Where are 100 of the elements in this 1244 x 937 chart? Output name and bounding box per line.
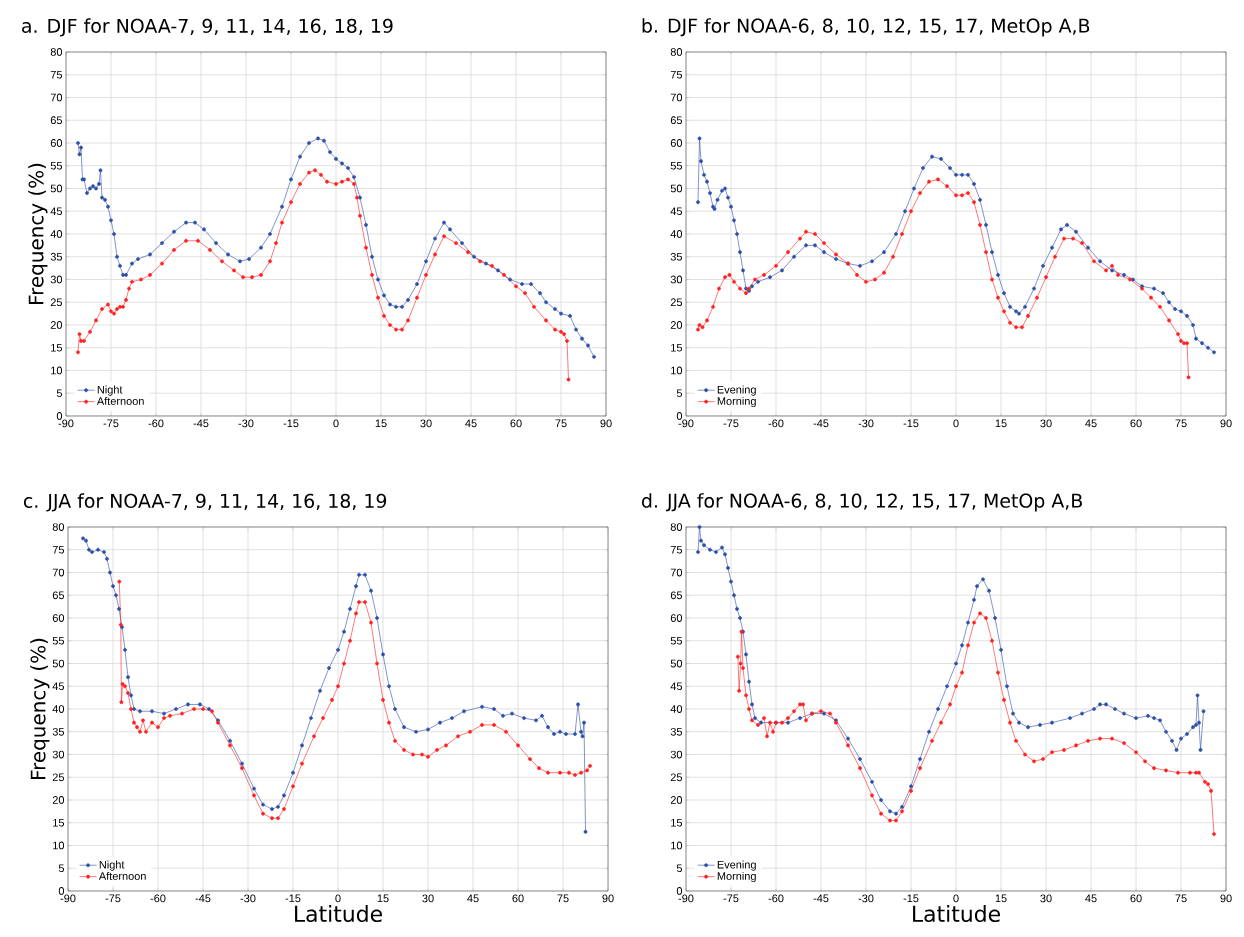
y-tick-label: 20	[670, 796, 683, 804]
y-tick-label: 55	[52, 636, 65, 645]
y-tick-label: 10	[671, 841, 683, 850]
y-tick-label: 65	[52, 591, 65, 600]
y-tick-label: 70	[52, 568, 65, 577]
y-tick-label: 55	[670, 161, 683, 170]
y-tick-label: 65	[670, 116, 683, 125]
x-tick-label: -15	[903, 419, 919, 428]
legend-label: Night	[99, 860, 125, 871]
x-tick-label: 0	[953, 419, 959, 428]
x-tick-label: 60	[1130, 419, 1142, 428]
x-tick-label: 15	[995, 419, 1007, 428]
x-tick-label: -60	[768, 894, 784, 903]
x-tick-label: -15	[903, 894, 919, 903]
x-tick-label: -75	[105, 894, 121, 903]
x-tick-label: -60	[768, 419, 784, 428]
x-axis-title: Latitude	[295, 905, 382, 923]
x-tick-label: 90	[1220, 894, 1232, 903]
x-tick-label: -75	[723, 894, 739, 903]
x-tick-label: -15	[283, 419, 299, 428]
y-tick-label: 40	[670, 230, 683, 238]
y-tick-label: 75	[670, 545, 683, 554]
y-tick-label: 60	[50, 139, 63, 147]
y-tick-label: 15	[51, 343, 63, 352]
y-tick-label: 15	[671, 343, 683, 352]
y-tick-label: 5	[58, 864, 65, 873]
y-tick-label: 65	[670, 591, 683, 600]
legend-label: Evening	[717, 385, 756, 396]
y-tick-label: 45	[670, 207, 683, 216]
y-tick-label: 40	[670, 705, 683, 713]
x-tick-label: 45	[1085, 419, 1097, 428]
y-tick-label: 40	[52, 705, 65, 713]
y-tick-label: 80	[670, 523, 683, 531]
x-tick-label: 30	[1040, 419, 1052, 428]
y-tick-label: 25	[670, 773, 683, 782]
x-tick-label: 75	[557, 894, 569, 903]
y-tick-label: 25	[52, 773, 65, 782]
x-tick-label: 75	[1175, 419, 1187, 428]
y-axis-title: Frequency (%)	[30, 638, 50, 779]
x-tick-label: -45	[813, 419, 829, 428]
x-tick-label: -75	[103, 419, 119, 428]
y-tick-label: 0	[56, 412, 63, 420]
x-tick-label: -15	[285, 894, 301, 903]
y-tick-label: 10	[51, 366, 63, 375]
y-tick-label: 55	[50, 161, 63, 170]
x-tick-label: 45	[1085, 894, 1097, 903]
x-tick-label: 90	[602, 894, 614, 903]
y-tick-label: 75	[52, 545, 65, 554]
y-tick-label: 70	[50, 93, 63, 102]
y-tick-label: 35	[670, 252, 683, 261]
y-tick-label: 25	[50, 298, 63, 307]
y-tick-label: 80	[670, 48, 683, 56]
legend-label: Afternoon	[96, 396, 144, 405]
y-tick-label: 60	[670, 614, 683, 622]
x-tick-label: -30	[238, 419, 254, 428]
y-axis-title: Frequency (%)	[28, 163, 48, 304]
chart-title: b. DJF for NOAA-6, 8, 10, 12, 15, 17, MetOp A,B	[642, 18, 1090, 37]
y-tick-label: 70	[670, 93, 683, 102]
x-tick-label: 75	[555, 419, 567, 428]
y-tick-label: 0	[58, 887, 65, 895]
y-tick-label: 10	[53, 841, 65, 850]
x-tick-label: 60	[510, 419, 522, 428]
y-tick-label: 10	[671, 366, 683, 375]
y-tick-label: 55	[670, 636, 683, 645]
y-tick-label: 75	[670, 70, 683, 79]
x-tick-label: 0	[953, 894, 959, 903]
y-tick-label: 20	[50, 321, 63, 329]
y-tick-label: 20	[670, 321, 683, 329]
y-tick-label: 30	[670, 275, 683, 284]
y-tick-label: 50	[52, 659, 65, 668]
y-tick-label: 5	[676, 389, 683, 398]
legend-label: Evening	[717, 860, 756, 871]
x-tick-label: 45	[467, 894, 479, 903]
y-tick-label: 15	[53, 818, 65, 827]
y-tick-label: 30	[670, 750, 683, 759]
y-tick-label: 45	[52, 682, 65, 691]
legend-label: Morning	[717, 396, 756, 408]
x-tick-label: 30	[422, 894, 434, 903]
y-tick-label: 5	[56, 389, 63, 398]
x-tick-label: 60	[512, 894, 524, 903]
y-tick-label: 0	[676, 412, 683, 420]
x-tick-label: 75	[1175, 894, 1187, 903]
y-tick-label: 75	[50, 70, 63, 79]
x-tick-label: -45	[195, 894, 211, 903]
y-tick-label: 60	[670, 139, 683, 147]
x-tick-label: 30	[1040, 894, 1052, 903]
y-tick-label: 40	[50, 230, 63, 238]
legend-label: Afternoon	[98, 871, 146, 880]
chart-title: a. DJF for NOAA-7, 9, 11, 14, 16, 18, 19	[22, 18, 393, 37]
y-tick-label: 15	[671, 818, 683, 827]
y-tick-label: 45	[670, 682, 683, 691]
x-tick-label: -90	[58, 419, 74, 428]
x-tick-label: 30	[420, 419, 432, 428]
x-tick-label: 90	[1220, 419, 1232, 428]
legend-label: Morning	[717, 871, 756, 883]
x-tick-label: -90	[678, 419, 694, 428]
y-tick-label: 65	[50, 116, 63, 125]
y-tick-label: 50	[50, 184, 63, 193]
x-tick-label: -75	[723, 419, 739, 428]
chart-title: c. JJA for NOAA-7, 9, 11, 14, 16, 18, 19	[23, 493, 387, 512]
